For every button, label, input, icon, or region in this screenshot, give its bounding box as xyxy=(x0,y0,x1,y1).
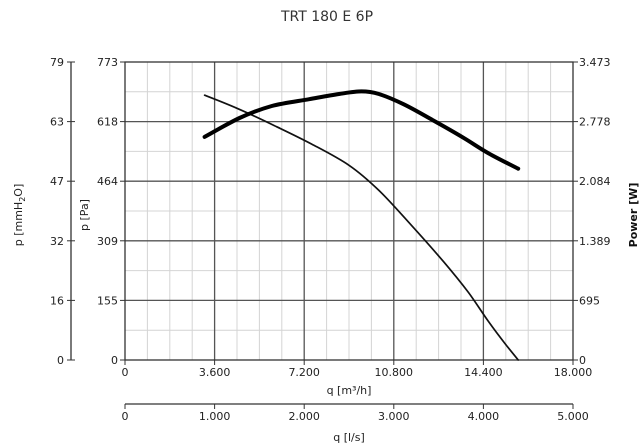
y-power-tick-label: 2.084 xyxy=(579,175,611,188)
series-layer xyxy=(202,89,521,361)
y-pa-tick-label: 464 xyxy=(97,175,118,188)
y-pa-tick-label: 0 xyxy=(111,354,118,367)
x2-tick-label: 0 xyxy=(122,410,129,423)
y-pa-tick-label: 618 xyxy=(97,116,118,129)
x2-tick-label: 5.000 xyxy=(557,410,589,423)
power-curve-line xyxy=(202,89,521,171)
x2-tick-label: 1.000 xyxy=(199,410,231,423)
y-power-tick-label: 0 xyxy=(579,354,586,367)
x-tick-label: 18.000 xyxy=(554,366,593,379)
y-mmh2o-tick-label: 63 xyxy=(50,116,64,129)
y-axis-pa-label: p [Pa] xyxy=(78,199,91,231)
x-tick-label: 14.400 xyxy=(464,366,503,379)
y-pa-tick-label: 773 xyxy=(97,56,118,69)
x-tick-label: 7.200 xyxy=(288,366,320,379)
y-power-tick-label: 2.778 xyxy=(579,116,611,129)
plot-frame xyxy=(124,61,574,361)
y-mmh2o-tick-label: 79 xyxy=(50,56,64,69)
x2-tick-label: 2.000 xyxy=(288,410,320,423)
x-tick-label: 10.800 xyxy=(375,366,414,379)
pressure-curve-line xyxy=(203,94,520,361)
y-mmh2o-tick-label: 0 xyxy=(57,354,64,367)
x2-tick-label: 3.000 xyxy=(378,410,410,423)
grid-layer xyxy=(124,61,574,361)
y-mmh2o-tick-label: 32 xyxy=(50,235,64,248)
x2-axis-label: q [l/s] xyxy=(333,431,365,444)
y-mmh2o-tick-label: 16 xyxy=(50,294,64,307)
y-power-tick-label: 1.389 xyxy=(579,235,611,248)
y-power-tick-label: 3.473 xyxy=(579,56,611,69)
axes-layer: 0 155 309 464 618 773 0 16 32 47 63 79 0 695 1.389 2.08… xyxy=(50,56,611,423)
y-power-tick-label: 695 xyxy=(579,294,600,307)
x2-tick-label: 4.000 xyxy=(468,410,500,423)
x-axis-label: q [m³/h] xyxy=(327,384,372,397)
y-axis-power-label: Power [W] xyxy=(627,183,640,248)
y-axis-mmh2o-label: p [mmH2O] xyxy=(12,184,27,247)
x-tick-label: 0 xyxy=(122,366,129,379)
y-pa-tick-label: 309 xyxy=(97,235,118,248)
y-mmh2o-tick-label: 47 xyxy=(50,175,64,188)
y-pa-tick-label: 155 xyxy=(97,294,118,307)
chart-title: TRT 180 E 6P xyxy=(280,9,373,25)
x-tick-label: 3.600 xyxy=(199,366,231,379)
